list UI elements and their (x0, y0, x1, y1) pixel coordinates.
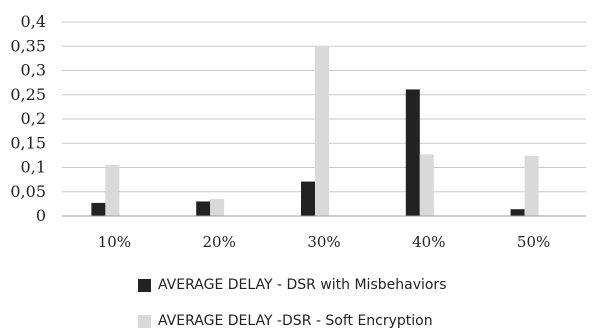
y-axis: 0 0,05 0,1 0,15 0,2 0,25 0,3 0,35 0,4 (10, 12, 46, 225)
x-tick-label: 40% (412, 233, 445, 251)
bars (91, 45, 539, 216)
x-tick-label: 50% (517, 233, 550, 251)
y-tick-label: 0,25 (10, 85, 46, 104)
x-axis: 10% 20% 30% 40% 50% (62, 215, 586, 251)
bar-series-2-3 (419, 154, 434, 216)
bar-series-1-0 (91, 202, 106, 216)
legend-swatch-series-2 (138, 314, 151, 328)
x-tick-label: 20% (203, 233, 236, 251)
bar-series-2-2 (315, 45, 329, 216)
y-tick-label: 0 (36, 206, 46, 225)
y-tick-label: 0,15 (10, 133, 46, 152)
legend-item-series-1: AVERAGE DELAY - DSR with Misbehaviors (138, 277, 446, 293)
y-tick-label: 0,05 (10, 182, 46, 201)
bar-series-2-0 (105, 165, 120, 216)
legend-swatch-series-1 (138, 278, 151, 292)
y-tick-label: 0,4 (21, 12, 46, 31)
y-tick-label: 0,1 (21, 158, 46, 177)
y-tick-label: 0,35 (10, 36, 46, 55)
bar-series-2-1 (210, 199, 225, 216)
legend-label-series-1: AVERAGE DELAY - DSR with Misbehaviors (158, 277, 447, 293)
bar-series-1-3 (405, 89, 420, 216)
y-tick-label: 0,3 (21, 61, 46, 80)
y-tick-label: 0,2 (21, 109, 46, 128)
bar-series-2-4 (524, 155, 539, 216)
bar-series-1-1 (196, 201, 211, 216)
bar-series-1-4 (510, 209, 525, 216)
x-tick-label: 10% (98, 233, 131, 251)
x-tick-label: 30% (307, 233, 340, 251)
legend-item-series-2: AVERAGE DELAY -DSR - Soft Encryption (138, 313, 433, 329)
legend-label-series-2: AVERAGE DELAY -DSR - Soft Encryption (158, 313, 433, 329)
bar-series-1-2 (301, 181, 315, 216)
